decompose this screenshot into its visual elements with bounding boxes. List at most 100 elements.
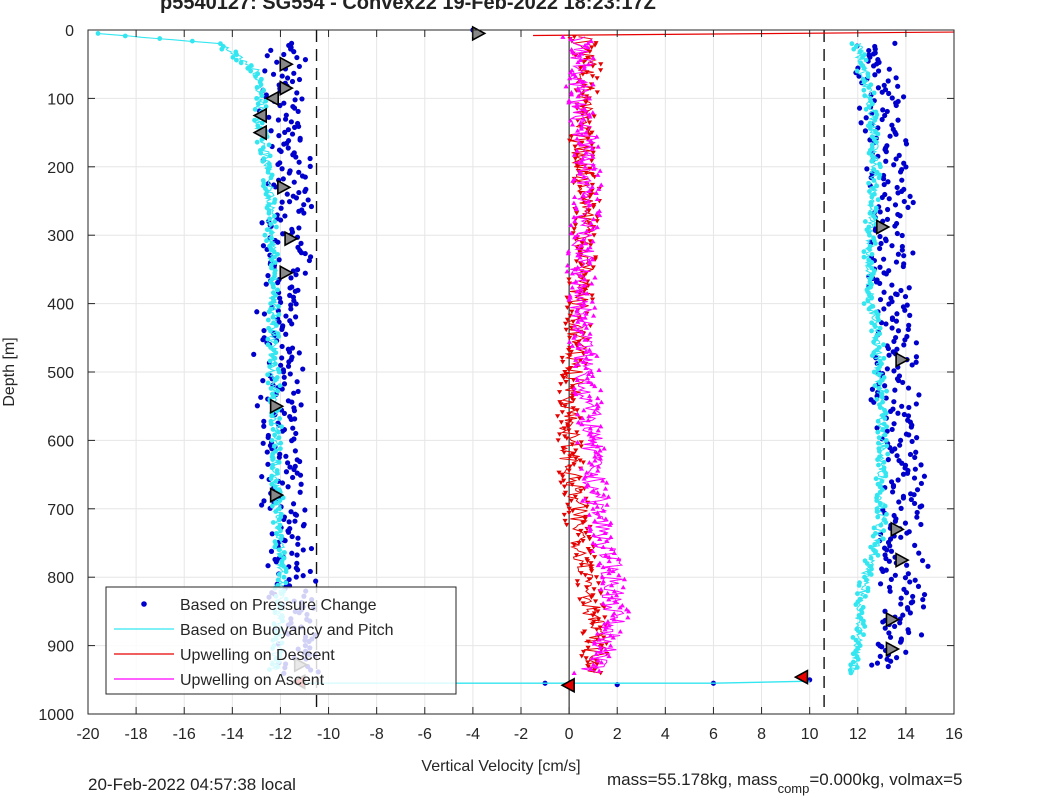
upwelling-descent-point (585, 639, 591, 644)
upwelling-descent-point (580, 72, 586, 77)
pressure-point-ascent (883, 238, 889, 244)
upwelling-ascent-point (583, 484, 589, 489)
buoyancy-point-descent (268, 386, 274, 391)
pressure-point-descent (291, 105, 298, 111)
upwelling-descent-point (590, 205, 597, 210)
pressure-point-ascent (898, 287, 904, 294)
buoyancy-point-ascent (883, 438, 889, 443)
upwelling-descent-point (560, 474, 566, 480)
buoyancy-point-descent (277, 446, 283, 452)
pressure-point-descent (285, 460, 291, 466)
buoyancy-line-ascent (849, 43, 888, 674)
upwelling-ascent-point (598, 660, 605, 665)
upwelling-descent-point (587, 536, 593, 542)
buoyancy-point-descent (234, 52, 239, 58)
upwelling-descent-point (589, 569, 595, 574)
pressure-point-ascent (889, 426, 895, 433)
pressure-point-ascent (875, 68, 882, 74)
upwelling-descent-point (588, 595, 595, 600)
y-tick-label: 800 (47, 570, 74, 587)
upwelling-descent-point (592, 43, 598, 48)
event-marker (252, 107, 267, 124)
pressure-point-ascent (909, 438, 915, 445)
buoyancy-point-ascent (874, 183, 880, 189)
x-tick-label: -14 (221, 726, 244, 743)
buoyancy-point-ascent (880, 536, 886, 542)
pressure-point-ascent (881, 256, 887, 262)
upwelling-descent-point (590, 621, 596, 626)
buoyancy-point-ascent (850, 651, 856, 657)
buoyancy-point-descent (255, 123, 261, 129)
pressure-point-ascent (912, 577, 918, 583)
upwelling-ascent-point (576, 341, 583, 346)
pressure-point-ascent (886, 584, 893, 590)
upwelling-descent-point (583, 656, 589, 661)
upwelling-descent-point (580, 538, 586, 544)
pressure-point-descent (291, 70, 297, 76)
pressure-point-descent (277, 295, 283, 301)
pressure-point-ascent (886, 558, 892, 564)
buoyancy-point-descent (276, 547, 282, 553)
upwelling-descent-point (558, 402, 564, 407)
pressure-point-descent (259, 220, 265, 226)
upwelling-ascent-point (576, 87, 582, 93)
upwelling-descent-point (574, 211, 580, 216)
buoyancy-point-ascent (884, 424, 890, 430)
buoyancy-point-ascent (861, 87, 867, 93)
upwelling-descent-point (574, 164, 581, 170)
buoyancy-point-ascent (862, 93, 868, 99)
pressure-point-ascent (887, 543, 893, 549)
pressure-point-descent (293, 512, 300, 518)
upwelling-ascent-point (605, 590, 611, 596)
upwelling-descent-point (574, 408, 580, 413)
pressure-point-ascent (906, 285, 912, 291)
pressure-point-descent (295, 535, 301, 541)
pressure-point-ascent (907, 610, 913, 616)
pressure-point-ascent (913, 359, 919, 365)
pressure-point-ascent (883, 321, 889, 327)
upwelling-ascent-point (568, 222, 574, 228)
pressure-point-ascent (913, 340, 919, 346)
pressure-point-ascent (918, 462, 924, 468)
pressure-point-ascent (887, 588, 893, 594)
buoyancy-point-descent (272, 432, 277, 438)
pressure-point-ascent (907, 193, 913, 200)
pressure-point-descent (285, 75, 291, 81)
event-marker (279, 264, 294, 281)
upwelling-ascent-point (592, 275, 598, 280)
upwelling-descent-point (573, 553, 580, 558)
upwelling-descent-point (590, 265, 596, 270)
buoyancy-point-descent (260, 158, 266, 164)
upwelling-ascent-point (586, 258, 593, 264)
upwelling-ascent-point (579, 415, 586, 421)
upwelling-descent-point (590, 150, 596, 156)
buoyancy-point-ascent (855, 591, 860, 597)
y-tick-label: 300 (47, 228, 74, 245)
y-tick-label: 500 (47, 365, 74, 382)
upwelling-descent-point (571, 543, 577, 548)
pressure-point-descent (287, 371, 293, 377)
pressure-point-ascent (901, 198, 907, 205)
buoyancy-point-descent (255, 101, 261, 107)
pressure-point-ascent (891, 368, 897, 374)
pressure-point-ascent (879, 89, 885, 95)
upwelling-ascent-point (574, 307, 580, 312)
buoyancy-point-ascent (880, 399, 886, 405)
upwelling-ascent-point (587, 244, 593, 250)
upwelling-ascent-point (589, 281, 595, 286)
upwelling-ascent-point (583, 130, 589, 135)
buoyancy-point-ascent (860, 54, 865, 60)
buoyancy-point-ascent (877, 325, 883, 331)
buoyancy-point-descent (269, 438, 275, 443)
pressure-point-descent (302, 270, 308, 276)
upwelling-ascent-point (606, 623, 612, 628)
pressure-point-descent (313, 578, 319, 584)
upwelling-ascent-point (590, 373, 596, 379)
buoyancy-point-ascent (875, 131, 881, 137)
pressure-point-descent (296, 123, 302, 130)
pressure-point-ascent (881, 82, 887, 88)
pressure-point-descent (307, 163, 313, 169)
buoyancy-point-ascent (871, 178, 877, 183)
upwelling-descent-point (567, 454, 573, 459)
